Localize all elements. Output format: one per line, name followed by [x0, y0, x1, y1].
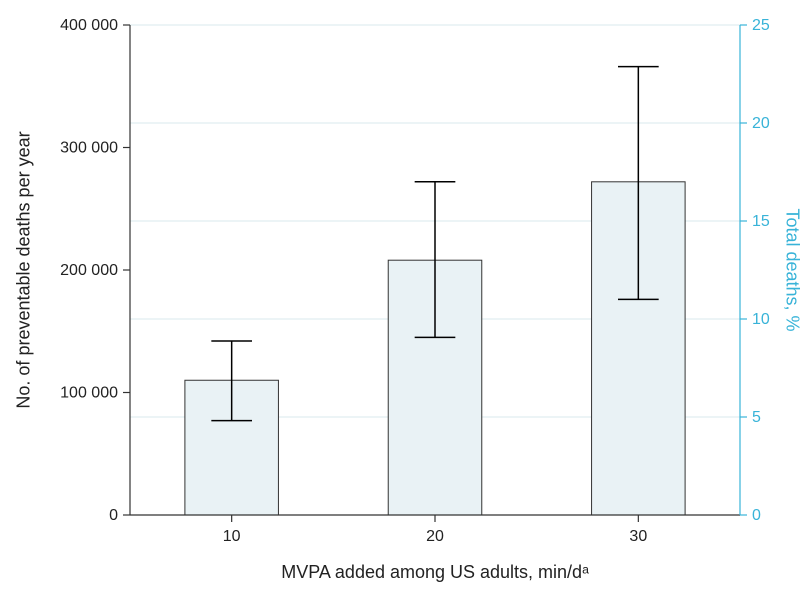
x-tick-label: 30: [629, 528, 647, 545]
x-axis-label: MVPA added among US adults, min/dᵃ: [281, 562, 589, 583]
x-tick-label: 10: [223, 528, 241, 545]
chart-svg: 0 100 000 200 000 300 000 400 000 0 5 10 15 20 25 1…: [0, 0, 810, 595]
y-left-tick-label: 100 000: [60, 385, 118, 402]
y-left-tick-label: 300 000: [60, 140, 118, 157]
preventable-deaths-chart: 0 100 000 200 000 300 000 400 000 0 5 10 15 20 25 1…: [0, 0, 810, 595]
y-right-tick-label: 15: [752, 213, 770, 230]
y-right-tick-label: 10: [752, 311, 770, 328]
y-right-tick-label: 5: [752, 409, 761, 426]
y-left-tick-label: 400 000: [60, 17, 118, 34]
y-left-tick-label: 0: [109, 507, 118, 524]
x-tick-label: 20: [426, 528, 444, 545]
y-right-tick-label: 25: [752, 17, 770, 34]
y-left-tick-label: 200 000: [60, 262, 118, 279]
y-right-tick-label: 20: [752, 115, 770, 132]
y-right-tick-label: 0: [752, 507, 761, 524]
y-right-axis-label: Total deaths, %: [782, 208, 803, 331]
y-left-axis-label: No. of preventable deaths per year: [14, 131, 35, 408]
